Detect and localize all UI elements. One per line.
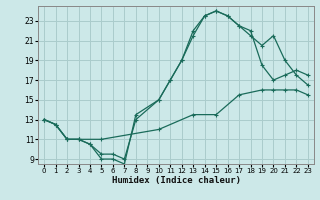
X-axis label: Humidex (Indice chaleur): Humidex (Indice chaleur) (111, 176, 241, 185)
